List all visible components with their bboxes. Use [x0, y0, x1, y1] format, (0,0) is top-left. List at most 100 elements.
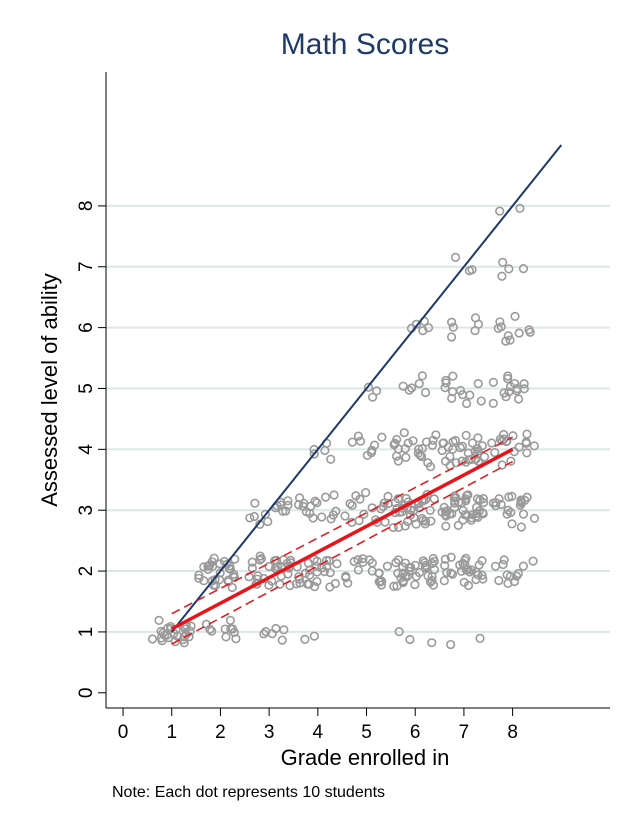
scatter-point [506, 507, 516, 518]
scatter-point [163, 633, 174, 643]
scatter-point [320, 445, 330, 456]
scatter-point [279, 625, 289, 635]
scatter-point [446, 332, 457, 342]
scatter-point [329, 490, 339, 500]
scatter-point [514, 328, 524, 338]
scatter-point [312, 567, 322, 577]
scatter-point [503, 578, 513, 589]
scatter-point [451, 493, 461, 503]
scatter-point [345, 499, 355, 509]
x-tick-label: 2 [215, 722, 226, 743]
scatter-point [457, 456, 467, 466]
scatter-point [377, 432, 387, 442]
scatter-point [367, 445, 377, 455]
scatter-point [440, 383, 450, 393]
scatter-point [372, 386, 382, 396]
scatter-point [300, 634, 310, 644]
scatter-point [458, 390, 468, 400]
scatter-point [308, 513, 318, 523]
scatter-point [496, 322, 506, 332]
scatter-point [461, 565, 471, 575]
scatter-point [147, 634, 158, 644]
scatter-point [245, 513, 255, 523]
scatter-point [458, 505, 468, 516]
scatter-point [475, 633, 485, 643]
scatter-point [495, 206, 505, 216]
scatter-point [332, 559, 342, 569]
x-tick-label: 8 [507, 722, 518, 743]
scatter-point [417, 371, 427, 381]
scatter-point [466, 565, 476, 575]
scatter-point [264, 580, 274, 590]
scatter-point [442, 567, 452, 578]
scatter-point [394, 522, 404, 532]
scatter-point [516, 522, 526, 532]
scatter-point [473, 378, 483, 389]
scatter-point [349, 556, 359, 567]
scatter-point [400, 521, 410, 531]
scatter-point [461, 430, 471, 441]
scatter-point [400, 443, 410, 454]
scatter-point [194, 570, 204, 580]
scatter-point [467, 438, 478, 448]
scatter-point [515, 203, 525, 213]
scatter-point [264, 561, 274, 572]
scatter-point [221, 632, 231, 642]
x-tick-label: 5 [361, 722, 372, 743]
scatter-point [391, 558, 401, 568]
scatter-point [447, 317, 457, 327]
scatter-point [422, 489, 432, 499]
y-tick-label: 7 [76, 261, 97, 272]
scatter-point [427, 638, 437, 648]
scatter-point [479, 497, 489, 508]
scatter-point [408, 436, 418, 446]
x-tick-label: 7 [459, 722, 470, 743]
scatter-point [353, 431, 363, 441]
scatter-point [363, 382, 374, 392]
scatter-point [476, 396, 486, 406]
scatter-point [320, 492, 331, 502]
scatter-point [325, 568, 335, 578]
y-tick-label: 4 [76, 444, 97, 455]
x-tick-label: 3 [264, 722, 275, 743]
scatter-point [179, 638, 189, 648]
scatter-point [428, 553, 438, 564]
scatter-point [382, 561, 393, 571]
scatter-point [309, 449, 319, 459]
scatter-point [367, 392, 378, 402]
scatter-point [488, 377, 498, 387]
scatter-point [478, 574, 488, 584]
scatter-point [294, 572, 304, 582]
scatter-point [503, 374, 513, 384]
scatter-point [471, 502, 482, 512]
scatter-point [261, 627, 271, 637]
scatter-point [464, 266, 474, 276]
scatter-point [374, 577, 384, 587]
x-axis-ticks: 0 1 2 3 4 5 6 7 8 [118, 708, 518, 743]
y-tick-label: 1 [76, 627, 97, 638]
scatter-point [407, 383, 417, 393]
scatter-point [330, 578, 340, 589]
scatter-point [519, 384, 529, 394]
scatter-points [147, 203, 540, 650]
scatter-point [429, 564, 439, 575]
scatter-point [391, 451, 402, 461]
scatter-point [440, 506, 451, 517]
scatter-point [359, 509, 369, 519]
x-tick-label: 0 [118, 722, 129, 743]
scatter-point [209, 553, 219, 563]
y-axis-label: Assessed level of ability [37, 273, 62, 507]
scatter-point [207, 576, 217, 586]
scatter-point [506, 456, 516, 466]
scatter-point [388, 522, 398, 533]
scatter-point [304, 579, 314, 589]
y-tick-label: 5 [76, 383, 97, 394]
scatter-point [286, 555, 296, 565]
scatter-point [367, 558, 377, 568]
scatter-point [490, 500, 501, 511]
scatter-point [470, 446, 480, 457]
scatter-point [498, 559, 508, 570]
scatter-point [507, 519, 517, 529]
scatter-point [497, 271, 507, 281]
scatter-point [474, 560, 484, 570]
